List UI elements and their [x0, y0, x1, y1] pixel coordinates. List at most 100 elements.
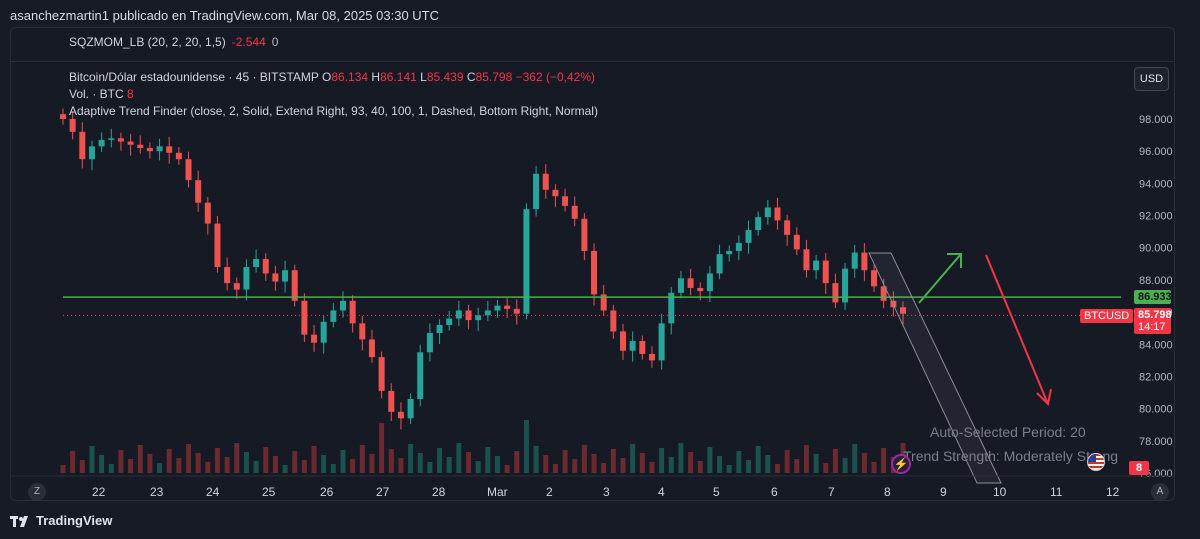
candle-body — [822, 260, 829, 284]
volume-bar — [803, 445, 809, 473]
time-tick-label: 11 — [1050, 485, 1063, 499]
candle-body — [523, 209, 530, 314]
main-legend[interactable]: Bitcoin/Dólar estadounidense · 45 · BITS… — [69, 69, 598, 120]
volume-bar — [697, 461, 703, 473]
volume-bar — [668, 457, 674, 473]
volume-bar — [253, 461, 259, 473]
candle-body — [851, 252, 858, 269]
volume-bar — [746, 460, 752, 473]
red-arrow-head — [1036, 388, 1052, 407]
candle-body — [861, 252, 868, 271]
us-flag-icon[interactable] — [1087, 453, 1105, 471]
volume-bar — [591, 454, 597, 473]
volume-bar — [79, 460, 85, 473]
candle-body — [552, 189, 559, 197]
volume-bar — [765, 455, 771, 473]
high-label: H — [371, 70, 381, 84]
volume-bar — [688, 452, 694, 473]
candle-body — [214, 223, 221, 268]
candle-body — [610, 310, 617, 332]
sqzmom-name: SQZMOM_LB (20, 2, 20, 1,5) — [69, 35, 226, 49]
volume-bar — [427, 462, 433, 473]
volume-bar — [485, 447, 491, 473]
candle-body — [620, 331, 626, 351]
time-tick-label: 6 — [771, 485, 778, 499]
candle-body — [272, 273, 279, 282]
volume-bar — [881, 448, 887, 473]
time-tick-label: 4 — [658, 485, 665, 499]
candle-body — [407, 398, 414, 419]
volume-bar — [292, 451, 298, 473]
candle-body — [455, 310, 462, 319]
green-arrow-head — [947, 253, 962, 268]
currency-button[interactable]: USD — [1134, 67, 1169, 91]
price-tick-label: 90.000 — [1139, 243, 1173, 255]
volume-bar — [736, 451, 742, 473]
price-tick-label: 78.000 — [1139, 436, 1173, 448]
candle-body — [504, 305, 511, 309]
volume-bar — [446, 457, 452, 473]
price-tick-label: 94.000 — [1139, 178, 1173, 190]
volume-bar — [514, 451, 520, 473]
candle-body — [98, 139, 105, 147]
candle-body — [668, 292, 675, 324]
candle-body — [677, 278, 684, 293]
volume-bar — [552, 464, 558, 473]
volume-bar — [601, 463, 607, 473]
trend-channel — [868, 252, 1002, 484]
candle-body — [426, 333, 433, 353]
pane-separator[interactable] — [11, 61, 1174, 62]
volume-bar — [842, 458, 848, 473]
volume-bar — [466, 452, 472, 473]
candle-body — [88, 146, 95, 160]
candle-body — [813, 260, 820, 271]
time-tick-label: 22 — [92, 485, 106, 499]
green-arrow — [918, 253, 962, 304]
volume-bar — [234, 443, 240, 473]
candle-body — [60, 114, 66, 119]
volume-bar — [263, 447, 269, 473]
zoom-icon[interactable]: Z — [28, 483, 46, 500]
price-tick-label: 84.000 — [1139, 339, 1173, 351]
time-tick-label: 10 — [993, 485, 1007, 499]
volume-label: Vol. · BTC — [69, 87, 124, 101]
candle-body — [774, 207, 781, 221]
lightning-event-icon[interactable]: ⚡ — [891, 454, 911, 474]
last-price-value: 85.798 — [1138, 309, 1172, 321]
volume-bar — [784, 450, 790, 473]
time-tick-label: 25 — [262, 485, 276, 499]
candle-body — [204, 202, 211, 224]
change-value: −362 (−0,42%) — [515, 70, 595, 84]
volume-bar — [340, 450, 346, 473]
time-tick-label: 12 — [1106, 485, 1120, 499]
candle-body — [803, 249, 810, 271]
atf-legend-row: Adaptive Trend Finder (close, 2, Solid, … — [69, 103, 598, 120]
volume-bar — [108, 464, 114, 473]
candle-body — [784, 220, 791, 235]
volume-bar — [533, 446, 539, 473]
auto-scale-icon[interactable]: A — [1151, 483, 1169, 500]
volume-bar — [630, 444, 636, 473]
sqzmom-legend[interactable]: SQZMOM_LB (20, 2, 20, 1,5) -2.544 0 — [69, 35, 278, 49]
candle-body — [658, 323, 665, 361]
chart-frame[interactable]: SQZMOM_LB (20, 2, 20, 1,5) -2.544 0 98.000… — [10, 27, 1175, 501]
price-tick-label: 88.000 — [1139, 275, 1173, 287]
volume-bar — [437, 448, 443, 473]
last-price-badge: 85.798 14:17 — [1134, 308, 1172, 334]
volume-bar — [456, 443, 462, 473]
candle-body — [397, 411, 404, 419]
candle-body — [233, 283, 240, 290]
symbol-badge: BTCUSD — [1080, 309, 1134, 323]
candle-body — [320, 321, 327, 343]
volume-bar — [610, 449, 616, 473]
candle-body — [755, 217, 762, 231]
candle-body — [417, 352, 424, 399]
candle-body — [900, 307, 906, 314]
published-by-text: asanchezmartin1 publicado en TradingView… — [10, 8, 440, 23]
volume-bar — [369, 454, 375, 473]
time-tick-label: 28 — [432, 485, 446, 499]
candle-body — [745, 230, 752, 243]
atf-strength-text: Trend Strength: Moderately Strong — [903, 448, 1119, 464]
candle-body — [282, 270, 289, 282]
volume-bar — [282, 465, 288, 473]
